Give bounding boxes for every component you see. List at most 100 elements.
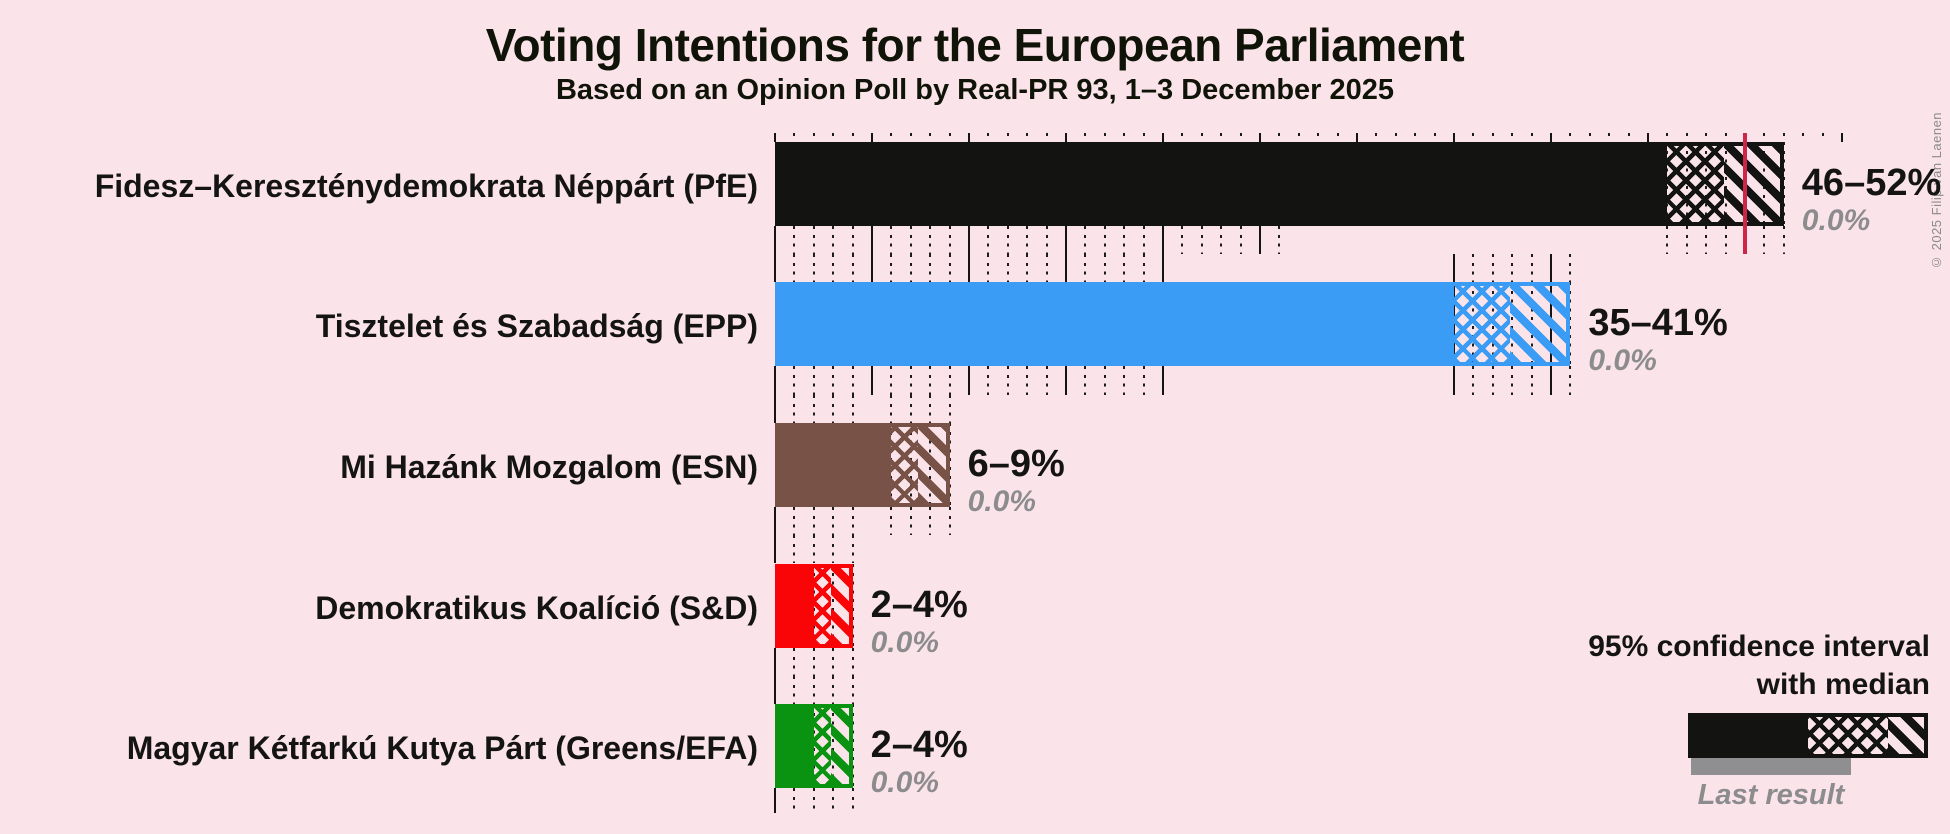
grid-minor-tick xyxy=(890,225,893,254)
grid-minor-tick xyxy=(832,225,835,254)
grid-minor-tick xyxy=(1103,254,1106,283)
grid-minor-tick xyxy=(948,506,951,536)
grid-minor-tick xyxy=(1142,254,1145,283)
grid-minor-tick xyxy=(812,133,815,142)
grid-minor-tick xyxy=(987,225,990,254)
grid-minor-tick xyxy=(793,535,796,564)
grid-minor-tick xyxy=(1142,133,1145,142)
grid-minor-tick xyxy=(909,254,912,283)
bar-ci-diagonal-0 xyxy=(1723,145,1780,222)
ci-range-label-2: 6–9% xyxy=(967,442,1065,485)
grid-major-tick xyxy=(968,225,970,254)
grid-minor-tick xyxy=(812,788,815,813)
grid-minor-tick xyxy=(1530,133,1533,142)
grid-minor-tick xyxy=(948,422,951,507)
grid-minor-tick xyxy=(832,506,835,536)
grid-minor-tick xyxy=(832,535,835,564)
ci-range-label-3: 2–4% xyxy=(870,583,968,626)
grid-minor-tick xyxy=(851,675,854,705)
grid-major-tick xyxy=(774,254,776,283)
grid-minor-tick xyxy=(1782,225,1785,254)
grid-minor-tick xyxy=(1530,254,1533,283)
grid-major-tick xyxy=(774,506,776,536)
grid-major-tick xyxy=(1356,133,1358,142)
grid-major-tick xyxy=(774,366,776,395)
grid-minor-tick xyxy=(890,394,893,423)
grid-minor-tick xyxy=(1569,254,1572,283)
grid-minor-tick xyxy=(987,366,990,395)
grid-minor-tick xyxy=(1006,133,1009,142)
grid-minor-tick xyxy=(1317,133,1320,142)
last-result-value-0: 0.0% xyxy=(1801,203,1871,237)
grid-minor-tick xyxy=(1103,133,1106,142)
grid-minor-tick xyxy=(793,394,796,423)
grid-minor-tick xyxy=(1045,133,1048,142)
grid-minor-tick xyxy=(948,225,951,254)
grid-minor-tick xyxy=(832,788,835,813)
grid-minor-tick xyxy=(851,254,854,283)
bar-ci-3 xyxy=(813,563,853,648)
grid-minor-tick xyxy=(1142,366,1145,395)
grid-major-tick xyxy=(1065,254,1067,283)
grid-major-tick xyxy=(1162,366,1164,395)
grid-minor-tick xyxy=(929,394,932,423)
grid-minor-tick xyxy=(812,394,815,423)
grid-minor-tick xyxy=(1763,225,1766,254)
bar-ci-crosshatch-1 xyxy=(1454,286,1511,363)
grid-minor-tick xyxy=(851,225,854,254)
grid-minor-tick xyxy=(1181,225,1184,254)
grid-minor-tick xyxy=(1569,133,1572,142)
grid-major-tick xyxy=(1550,254,1552,283)
bar-ci-diagonal-2 xyxy=(918,426,946,503)
grid-minor-tick xyxy=(1220,133,1223,142)
grid-minor-tick xyxy=(832,254,835,283)
grid-major-tick xyxy=(1453,254,1455,283)
grid-minor-tick xyxy=(851,506,854,536)
grid-minor-tick xyxy=(909,506,912,536)
grid-minor-tick xyxy=(1569,366,1572,395)
grid-minor-tick xyxy=(1511,133,1514,142)
grid-minor-tick xyxy=(948,394,951,423)
grid-minor-tick xyxy=(793,254,796,283)
grid-major-tick xyxy=(774,788,776,813)
grid-minor-tick xyxy=(812,675,815,705)
grid-minor-tick xyxy=(987,133,990,142)
grid-major-tick xyxy=(968,366,970,395)
party-label-1: Tisztelet és Szabadság (EPP) xyxy=(315,308,758,345)
bar-ci-crosshatch-3 xyxy=(813,567,832,644)
grid-minor-tick xyxy=(1511,254,1514,283)
grid-minor-tick xyxy=(1200,133,1203,142)
grid-major-tick xyxy=(774,535,776,564)
grid-major-tick xyxy=(774,225,776,254)
grid-minor-tick xyxy=(1123,254,1126,283)
legend-ci-label-line1: 95% confidence interval xyxy=(1588,630,1930,663)
grid-minor-tick xyxy=(1394,133,1397,142)
grid-minor-tick xyxy=(890,506,893,536)
grid-minor-tick xyxy=(1239,225,1242,254)
grid-minor-tick xyxy=(851,647,854,676)
grid-minor-tick xyxy=(1026,133,1029,142)
grid-minor-tick xyxy=(1414,133,1417,142)
grid-major-tick xyxy=(1162,225,1164,254)
grid-minor-tick xyxy=(1685,225,1688,254)
grid-minor-tick xyxy=(1084,225,1087,254)
grid-minor-tick xyxy=(832,675,835,705)
grid-minor-tick xyxy=(1026,254,1029,283)
grid-minor-tick xyxy=(948,133,951,142)
grid-minor-tick xyxy=(909,225,912,254)
grid-minor-tick xyxy=(1278,133,1281,142)
party-label-3: Demokratikus Koalíció (S&D) xyxy=(315,589,758,626)
grid-minor-tick xyxy=(793,133,796,142)
grid-minor-tick xyxy=(890,254,893,283)
grid-minor-tick xyxy=(1802,133,1805,142)
legend-sample-crosshatch xyxy=(1808,717,1888,754)
grid-minor-tick xyxy=(909,394,912,423)
grid-minor-tick xyxy=(1181,133,1184,142)
grid-minor-tick xyxy=(1278,225,1281,254)
grid-minor-tick xyxy=(812,254,815,283)
grid-minor-tick xyxy=(1084,366,1087,395)
grid-minor-tick xyxy=(1491,133,1494,142)
grid-minor-tick xyxy=(832,394,835,423)
grid-minor-tick xyxy=(1084,133,1087,142)
grid-minor-tick xyxy=(793,647,796,676)
